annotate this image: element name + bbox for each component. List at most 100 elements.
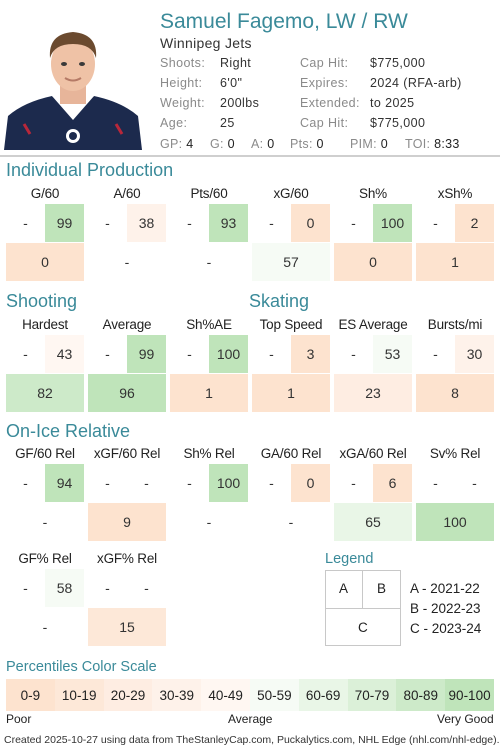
metric-value-b: 30 [455, 335, 494, 373]
height-info: Height: [160, 76, 202, 90]
metric-value-c: 82 [6, 374, 84, 412]
legend-divider-h [325, 608, 401, 609]
metric-value-a: - [6, 464, 45, 502]
gp-label: GP: [160, 137, 183, 151]
metric-label: Hardest [22, 317, 68, 332]
metric-value-a: - [88, 335, 127, 373]
metric-value-c: 8 [416, 374, 494, 412]
caphit2-info: Cap Hit: [300, 116, 348, 130]
player-name: Samuel Fagemo, LW / RW [160, 10, 408, 33]
metric-value-b: - [127, 464, 166, 502]
metric-label: G/60 [30, 186, 60, 201]
metric-label: Sv% Rel [429, 446, 481, 461]
legend-heading: Legend [325, 551, 374, 567]
metric-value-b: 3 [291, 335, 330, 373]
metric-label: Bursts/mi [427, 317, 483, 332]
scale-cell: 50-59 [249, 679, 299, 711]
metric-value-a: - [416, 335, 455, 373]
metric-label: xG/60 [273, 186, 309, 201]
metric-value-b: 100 [209, 464, 248, 502]
metric-value-c: 0 [6, 243, 84, 281]
metric-value-a: - [334, 464, 373, 502]
legend-c-text: C - 2023-24 [410, 621, 482, 636]
metric-label: GF/60 Rel [15, 446, 75, 461]
metric-value-c: 1 [252, 374, 330, 412]
metric-value-a: - [416, 204, 455, 242]
metric-label: Pts/60 [190, 186, 228, 201]
stat-pim: PIM: 0 [350, 137, 388, 151]
metric-value-a: - [6, 335, 45, 373]
metric-value-a: - [170, 204, 209, 242]
a-value: 0 [267, 137, 275, 151]
metric-value-b: 2 [455, 204, 494, 242]
scale-cell: 30-39 [152, 679, 202, 711]
caphit2-value: $775,000 [370, 116, 426, 130]
legend-divider-v [362, 570, 363, 608]
metric-label: Sh% [359, 186, 387, 201]
pts-label: Pts: [290, 137, 313, 151]
player-headshot-icon [4, 24, 142, 150]
legend-c: C [358, 620, 368, 635]
metric-value-c: - [170, 243, 248, 281]
metric-value-c: 9 [88, 503, 166, 541]
production-heading: Individual Production [6, 160, 174, 180]
pim-value: 0 [380, 137, 388, 151]
stat-a: A: 0 [251, 137, 274, 151]
metric-label: A/60 [113, 186, 141, 201]
metric-value-b: 38 [127, 204, 166, 242]
scale-cell: 60-69 [298, 679, 348, 711]
metric-value-a: - [252, 464, 291, 502]
metric-value-c: 96 [88, 374, 166, 412]
metric-value-c: 65 [334, 503, 412, 541]
metric-value-a: - [6, 569, 45, 607]
metric-label: Average [102, 317, 152, 332]
metric-value-b: 53 [373, 335, 412, 373]
legend-b: B [377, 581, 387, 596]
metric-label: xGF/60 Rel [93, 446, 161, 461]
metric-value-a: - [334, 335, 373, 373]
metric-value-a: - [252, 204, 291, 242]
pts-value: 0 [316, 137, 324, 151]
metric-value-c: - [170, 503, 248, 541]
metric-value-c: 1 [170, 374, 248, 412]
weight-info: Weight: [160, 96, 205, 110]
caphit-info: Cap Hit: [300, 56, 348, 70]
metric-value-a: - [88, 464, 127, 502]
metric-value-c: 0 [334, 243, 412, 281]
metric-label: xGF% Rel [97, 551, 157, 566]
metric-value-b: 0 [291, 464, 330, 502]
footer-credit: Created 2025-10-27 using data from TheSt… [4, 734, 500, 746]
weight-value: 200lbs [220, 96, 260, 110]
extended-label: Extended: [300, 96, 360, 110]
metric-value-c: 15 [88, 608, 166, 646]
g-label: G: [210, 137, 224, 151]
shoots-label: Shoots: [160, 56, 206, 70]
gp-value: 4 [186, 137, 194, 151]
stat-gp: GP: 4 [160, 137, 193, 151]
metric-value-a: - [334, 204, 373, 242]
age-info: Age: [160, 116, 187, 130]
shoots-value: Right [220, 56, 252, 70]
metric-value-a: - [88, 204, 127, 242]
metric-value-c: - [6, 608, 84, 646]
metric-label: xSh% [437, 186, 473, 201]
color-scale: 0-9 10-19 20-29 30-39 40-49 50-59 60-69 70-79 80… [6, 679, 494, 711]
stat-g: G: 0 [210, 137, 235, 151]
metric-value-b: - [127, 569, 166, 607]
metric-value-b: 58 [45, 569, 84, 607]
caphit-label: Cap Hit: [300, 56, 349, 70]
weight-label: Weight: [160, 96, 205, 110]
metric-value-b: 99 [45, 204, 84, 242]
scale-cell: 20-29 [103, 679, 153, 711]
metric-value-c: 100 [416, 503, 494, 541]
metric-value-a: - [170, 464, 209, 502]
caphit-value: $775,000 [370, 56, 426, 70]
team-name: Winnipeg Jets [160, 35, 252, 51]
metric-value-a: - [416, 464, 455, 502]
metric-value-a: - [252, 335, 291, 373]
metric-value-c: 57 [252, 243, 330, 281]
player-photo [4, 24, 142, 150]
scale-heading: Percentiles Color Scale [6, 659, 157, 675]
scale-cell: 70-79 [347, 679, 397, 711]
metric-value-c: - [252, 503, 330, 541]
